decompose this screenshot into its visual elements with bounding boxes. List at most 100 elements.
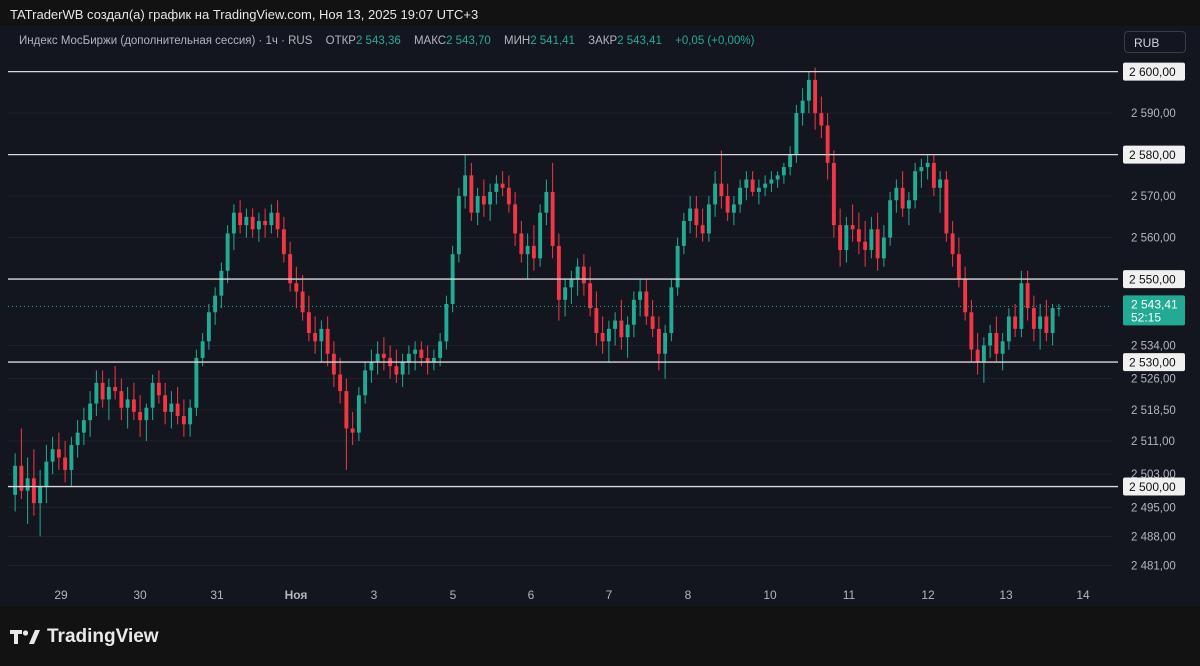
high-label: МАКС — [413, 35, 447, 47]
x-tick-label: 13 — [999, 588, 1013, 602]
change-value: +0,05 (+0,00%) — [675, 35, 755, 47]
candle-body — [294, 283, 299, 292]
candle-body — [738, 187, 743, 205]
candle-body — [800, 100, 805, 114]
currency-button[interactable]: RUB — [1124, 31, 1186, 53]
symbol-legend: Индекс МосБиржи (дополнительная сессия) … — [19, 35, 754, 47]
x-tick-label: 11 — [843, 588, 856, 602]
candle-body — [50, 449, 55, 462]
candle-body — [56, 449, 61, 458]
candle-body — [169, 403, 174, 412]
candle-body — [638, 291, 643, 300]
candle-body — [956, 254, 961, 280]
chart-panel[interactable] — [0, 26, 1200, 606]
candle-body — [94, 382, 99, 404]
candle-body — [281, 229, 286, 255]
candle-body — [138, 411, 143, 421]
candle-body — [38, 486, 43, 504]
level-label: 2 500,00 — [1129, 480, 1176, 494]
y-tick-label: 2 481,00 — [1131, 560, 1176, 572]
level-label-box — [1123, 62, 1185, 81]
candle-body — [650, 316, 655, 329]
countdown-label: 52:15 — [1131, 310, 1161, 324]
candle-body — [88, 403, 93, 421]
candle-body — [525, 245, 530, 255]
candle-body — [250, 216, 255, 230]
x-tick-label: 5 — [450, 588, 457, 602]
candle-body — [950, 233, 955, 255]
candle-body — [719, 183, 724, 197]
candle-body — [588, 283, 593, 309]
candle-body — [819, 113, 824, 126]
candle-body — [256, 220, 261, 230]
candle-body — [75, 432, 80, 446]
level-label-box — [1123, 145, 1185, 164]
brand-name: TradingView — [47, 626, 159, 647]
candle-body — [275, 212, 280, 230]
candle-body — [413, 349, 418, 354]
candle-body — [175, 403, 180, 417]
candle-body — [506, 187, 511, 205]
candle-body — [406, 353, 411, 363]
y-tick-label: 2 518,50 — [1131, 405, 1176, 417]
low-label: МИН — [504, 35, 531, 47]
candle-body — [425, 357, 430, 363]
candle-body — [125, 399, 130, 408]
candle-body — [1031, 308, 1036, 329]
x-tick-label: Ноя — [285, 588, 308, 602]
candle-body — [894, 187, 899, 201]
y-tick-label: 2 590,00 — [1131, 108, 1176, 120]
candle-body — [944, 179, 949, 234]
x-tick-label: 8 — [685, 588, 692, 602]
candle-body — [694, 208, 699, 226]
candle-body — [994, 333, 999, 354]
candle-body — [906, 200, 911, 209]
candle-body — [369, 362, 374, 371]
candle-body — [1025, 283, 1030, 309]
y-tick-label: 2 560,00 — [1131, 233, 1176, 245]
last-price-tag — [1123, 295, 1185, 326]
low-value: 2 541,41 — [530, 35, 575, 47]
candle-body — [400, 362, 405, 375]
candle-body — [475, 196, 480, 213]
level-label: 2 600,00 — [1129, 65, 1176, 79]
candle-body — [513, 204, 518, 234]
candle-body — [238, 212, 243, 226]
candle-body — [1000, 341, 1005, 354]
candle-body — [600, 333, 605, 342]
candle-body — [456, 196, 461, 255]
candle-body — [244, 216, 249, 226]
candle-body — [263, 220, 268, 226]
candle-body — [350, 428, 355, 433]
candle-body — [781, 167, 786, 176]
x-tick-label: 3 — [371, 588, 378, 602]
candle-body — [706, 204, 711, 234]
candle-body — [1013, 316, 1018, 329]
candle-body — [81, 420, 86, 433]
candle-body — [700, 225, 705, 234]
level-label-box — [1123, 270, 1185, 289]
candle-body — [206, 312, 211, 342]
level-label: 2 530,00 — [1129, 356, 1176, 370]
candle-body — [444, 303, 449, 342]
candle-body — [338, 374, 343, 392]
level-label: 2 580,00 — [1129, 148, 1176, 162]
candle-body — [606, 328, 611, 342]
candle-body — [838, 225, 843, 251]
candle-body — [1019, 283, 1024, 329]
candle-body — [181, 416, 186, 425]
candle-body — [850, 225, 855, 230]
candle-body — [269, 212, 274, 226]
candle-body — [731, 204, 736, 213]
close-value: 2 543,41 — [617, 35, 662, 47]
candle-body — [763, 183, 768, 188]
candle-body — [119, 391, 124, 408]
candle-body — [569, 279, 574, 288]
candle-body — [13, 465, 18, 495]
candle-body — [500, 183, 505, 188]
candle-body — [688, 208, 693, 221]
candle-body — [975, 349, 980, 363]
candle-body — [875, 229, 880, 259]
candle-body — [25, 478, 30, 491]
